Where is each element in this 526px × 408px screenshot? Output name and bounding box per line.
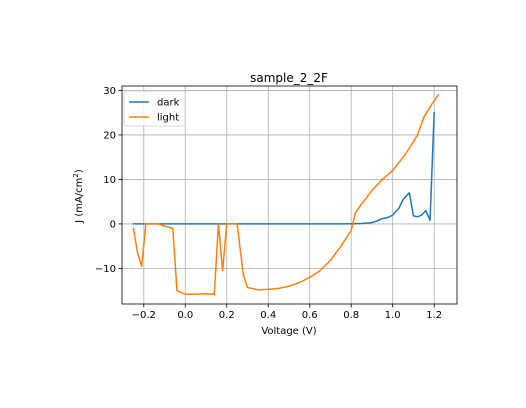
y-tick-label: 10: [103, 175, 116, 186]
x-tick-label: 0.4: [260, 310, 276, 321]
legend-label-light: light: [157, 113, 179, 124]
legend-label-dark: dark: [157, 98, 180, 109]
chart-title: sample_2_2F: [250, 71, 328, 85]
x-axis-label: Voltage (V): [261, 326, 316, 337]
y-tick-label: 20: [103, 130, 116, 141]
y-tick-label: 0: [110, 219, 116, 230]
x-tick-label: 0.8: [343, 310, 359, 321]
x-tick-label: 1.0: [385, 310, 401, 321]
x-tick-label: 0.6: [302, 310, 318, 321]
x-tick-label: 0.2: [219, 310, 235, 321]
y-tick-label: 30: [103, 86, 116, 97]
x-tick-label: 1.2: [426, 310, 442, 321]
x-tick-label: −0.2: [132, 310, 156, 321]
y-tick-label: −10: [95, 264, 116, 275]
legend: dark light: [124, 91, 185, 126]
x-tick-label: 0.0: [177, 310, 193, 321]
